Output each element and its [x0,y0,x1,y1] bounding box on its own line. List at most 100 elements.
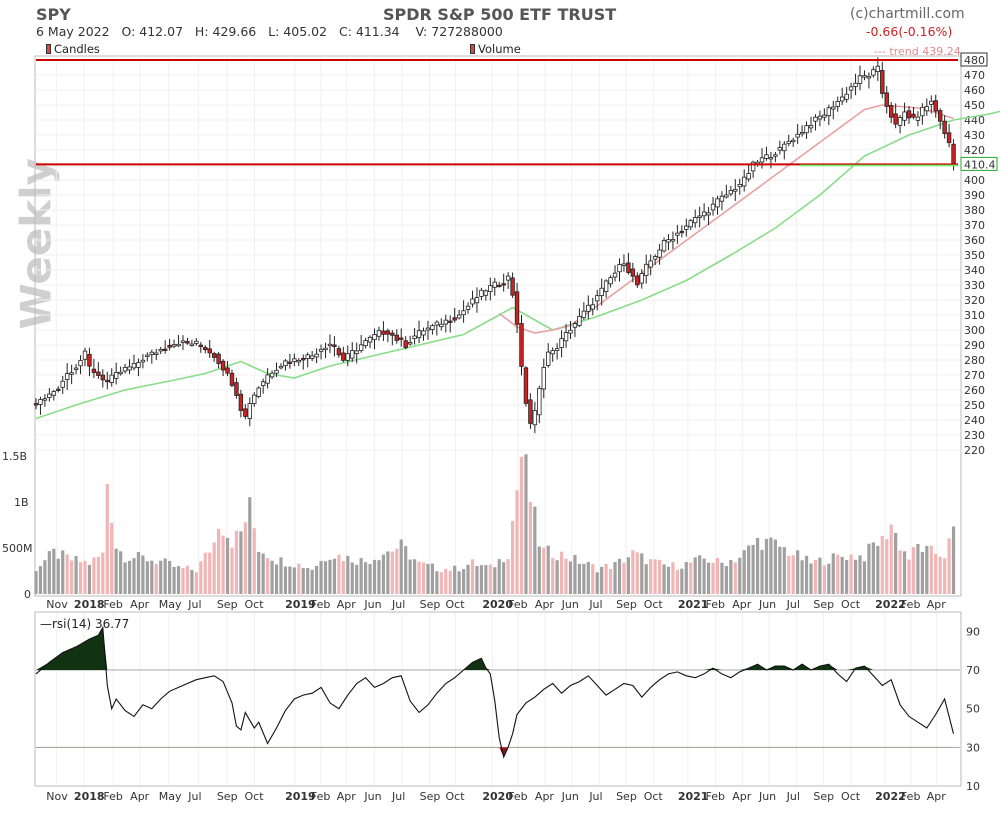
volume-bar [635,552,639,594]
volume-bar [836,554,840,594]
volume-bar [239,531,243,594]
volume-bar [368,563,372,594]
time-tick-label: Apr [732,598,752,611]
rsi-overbought-fill [36,627,954,670]
volume-bar [502,562,506,594]
candle-body [554,348,560,351]
price-tick-label: 360 [964,234,985,247]
volume-bar [127,560,132,594]
time-tick-label: Oct [245,790,265,803]
candle-body [577,315,582,326]
volume-bar [911,547,916,594]
candle-body [109,374,114,383]
candle-body [897,117,903,126]
volume-bar [644,564,648,594]
candle-body [621,263,627,266]
price-tick-label: 270 [964,369,985,382]
candle-body [336,348,342,356]
time-tick-label: 2022 [875,790,906,803]
time-tick-label: Sep [813,790,834,803]
volume-bar [217,528,221,594]
volume-bar [613,562,617,594]
volume-bar [341,561,345,594]
candle-body [127,366,132,371]
candle-body [848,86,854,91]
volume-bar [270,560,274,594]
candle-body [844,93,849,100]
candle-body [430,325,435,330]
volume-bar [649,559,653,594]
volume-bar [172,566,176,594]
volume-axis: 0 500M 1B 1.5B [2,450,33,601]
volume-bar [252,528,256,594]
candle-body [684,225,689,230]
time-tick-label: Feb [901,790,920,803]
time-tick-label: 2018 [74,790,105,803]
time-tick-label: Apr [927,790,947,803]
volume-bar [38,566,43,594]
time-tick-label: 2020 [482,790,513,803]
candle-body [488,285,493,293]
candle-body [733,189,738,192]
grid-lines [36,57,960,785]
volume-bar [631,550,635,594]
price-tick-label: 240 [964,414,985,427]
price-tick-label: 470 [964,69,985,82]
legend-volume[interactable]: Volume [470,42,521,56]
candle-body [154,352,159,355]
candle-body [501,283,506,286]
volume-bar [421,562,426,594]
candle-body [750,161,756,172]
volume-bar [332,558,337,594]
volume-tick-label: 0 [24,588,31,601]
rsi-tick-label: 70 [966,664,980,677]
change-readout: -0.66(-0.16%) [866,24,953,39]
volume-bar [827,563,831,594]
volume-bar [154,563,158,594]
candle-body [630,268,636,277]
candle-body [786,140,791,144]
candle-body [269,372,275,378]
rsi-axis: 10 30 50 70 90 [966,625,980,793]
candle-body [626,262,631,273]
rsi-line-group [35,625,960,759]
horizontal-levels [36,59,958,167]
candle-body [670,239,676,242]
rsi-tick-label: 30 [966,741,980,754]
volume-bar [364,562,368,594]
legend-candles[interactable]: Candles [46,42,100,56]
volume-bar [350,562,354,594]
volume-bar [243,522,247,594]
candle-body [390,332,395,336]
candle-body [857,75,863,84]
volume-tick-label: 1B [14,496,29,509]
candle-body [661,240,667,252]
time-tick-label: May [159,598,182,611]
price-tick-label: 400 [964,174,985,187]
volume-bar [488,564,492,594]
volume-bar [586,561,590,594]
volume-bar [150,560,154,594]
candle-body [759,157,765,163]
volume-bar [796,550,800,594]
candle-body [595,295,600,302]
time-tick-label: Apr [130,790,150,803]
volume-bar [230,547,234,594]
time-tick-label: Feb [508,790,527,803]
time-tick-label: Jul [588,598,602,611]
volume-bar [234,530,239,594]
ticker-symbol: SPY [36,5,71,24]
time-tick-label: Oct [841,598,861,611]
volume-bar [408,559,412,594]
time-tick-label: Sep [420,790,441,803]
candle-body [920,106,925,117]
volume-bar [675,569,679,594]
volume-bar [274,564,279,594]
volume-bar [221,535,225,594]
candle-body [813,116,818,122]
candle-body [648,260,653,268]
volume-bar [74,556,78,594]
time-tick-label: Apr [732,790,752,803]
